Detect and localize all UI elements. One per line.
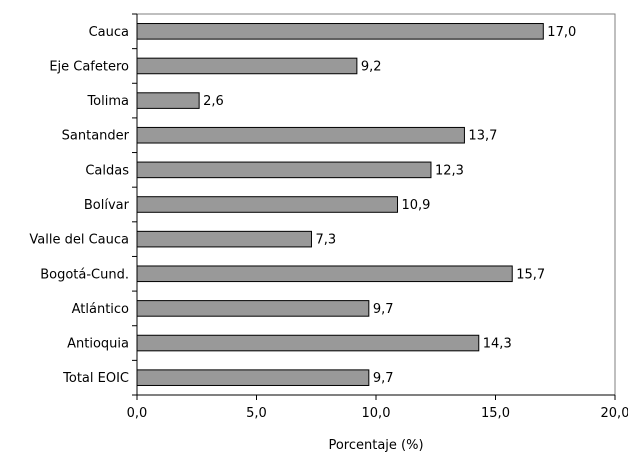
x-tick-label: 20,0 bbox=[601, 406, 628, 421]
category-label: Cauca bbox=[89, 25, 129, 40]
data-label: 2,6 bbox=[203, 94, 224, 109]
data-label: 9,7 bbox=[373, 371, 394, 386]
category-label: Valle del Cauca bbox=[29, 233, 129, 248]
category-label: Atlántico bbox=[72, 302, 129, 317]
data-labels: 17,0 9,2 2,6 13,7 12,3 10,9 7,3 15,7 9,7 14,3 9,7 bbox=[203, 25, 576, 386]
bar bbox=[136, 334, 480, 352]
bar bbox=[136, 230, 312, 248]
bar bbox=[136, 300, 370, 317]
category-label: Caldas bbox=[85, 163, 129, 178]
data-label: 9,7 bbox=[373, 302, 394, 317]
data-label: 15,7 bbox=[516, 267, 545, 282]
bar bbox=[136, 23, 544, 40]
bar bbox=[136, 92, 200, 109]
category-label: Bogotá-Cund. bbox=[40, 267, 129, 282]
data-label: 9,2 bbox=[361, 59, 382, 74]
category-label: Santander bbox=[62, 129, 130, 144]
data-label: 14,3 bbox=[483, 337, 512, 352]
data-label: 12,3 bbox=[435, 163, 464, 178]
category-label: Antioquia bbox=[67, 337, 129, 352]
category-label: Eje Cafetero bbox=[49, 59, 129, 74]
data-label: 13,7 bbox=[468, 129, 497, 144]
x-tick-label: 10,0 bbox=[362, 406, 391, 421]
bar bbox=[136, 369, 370, 386]
data-label: 10,9 bbox=[402, 198, 431, 213]
x-tick-label: 0,0 bbox=[127, 406, 148, 421]
data-label: 7,3 bbox=[315, 233, 336, 248]
bar bbox=[136, 57, 358, 75]
bars-group bbox=[136, 23, 544, 386]
y-axis bbox=[132, 13, 138, 396]
category-label: Tolima bbox=[86, 94, 129, 109]
category-label: Bolívar bbox=[84, 198, 130, 213]
category-labels: Cauca Eje Cafetero Tolima Santander Caldas Bo… bbox=[29, 25, 129, 386]
bar bbox=[136, 265, 513, 283]
x-axis: 0,0 5,0 10,0 15,0 20,0 bbox=[127, 394, 628, 421]
x-tick-label: 15,0 bbox=[481, 406, 510, 421]
data-label: 17,0 bbox=[547, 25, 576, 40]
x-tick-label: 5,0 bbox=[246, 406, 267, 421]
x-axis-title: Porcentaje (%) bbox=[328, 438, 423, 453]
bar bbox=[136, 196, 399, 213]
bar bbox=[136, 126, 465, 144]
bar bbox=[136, 161, 432, 179]
category-label: Total EOIC bbox=[62, 371, 129, 386]
